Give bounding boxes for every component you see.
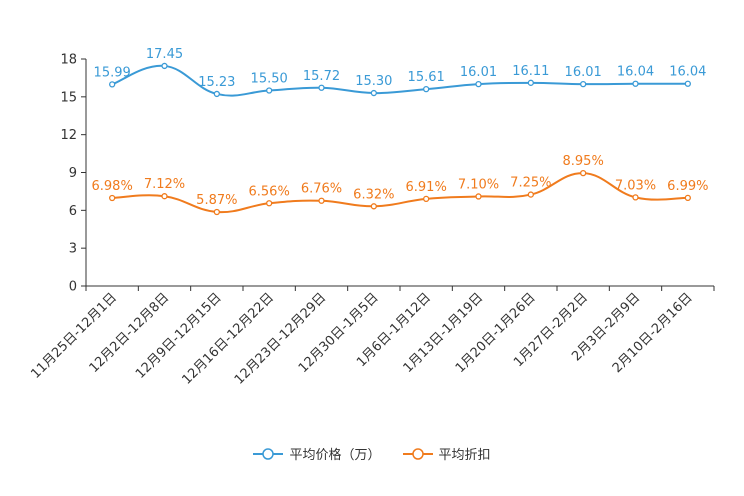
data-point bbox=[370, 89, 377, 97]
data-labels: 15.99 17.45 15.23 15.50 15.72 15.30 15.61 16.01… bbox=[92, 47, 709, 208]
data-point bbox=[423, 195, 430, 203]
data-point bbox=[632, 80, 639, 87]
data-point bbox=[684, 80, 691, 87]
y-tick-label: 9 bbox=[69, 166, 77, 181]
data-point bbox=[161, 193, 168, 200]
data-label: 6.56% bbox=[249, 184, 290, 199]
data-label: 15.61 bbox=[408, 70, 445, 85]
data-label: 15.99 bbox=[94, 65, 131, 80]
data-point bbox=[580, 169, 587, 177]
data-label: 16.01 bbox=[460, 65, 497, 80]
legend: 平均价格（万） 平均折扣 bbox=[0, 444, 744, 463]
data-label: 17.45 bbox=[146, 47, 183, 62]
data-label: 7.12% bbox=[144, 177, 185, 192]
data-label: 15.50 bbox=[251, 72, 288, 87]
y-tick-label: 18 bbox=[60, 53, 77, 68]
data-point bbox=[370, 203, 377, 210]
data-label: 7.10% bbox=[458, 177, 499, 192]
data-label: 6.32% bbox=[353, 187, 394, 202]
data-point bbox=[109, 194, 116, 202]
data-label: 6.99% bbox=[667, 179, 708, 194]
plot-area: 036912151811月25日-12月1日12月2日-12月8日12月9日-1… bbox=[28, 53, 715, 388]
data-label: 16.04 bbox=[669, 65, 706, 80]
data-point bbox=[161, 62, 168, 70]
y-tick-label: 6 bbox=[69, 204, 77, 219]
data-point bbox=[266, 87, 273, 94]
data-label: 16.01 bbox=[565, 65, 602, 80]
data-point bbox=[423, 85, 430, 93]
data-label: 16.11 bbox=[512, 64, 549, 79]
data-label: 8.95% bbox=[563, 154, 604, 169]
data-point bbox=[684, 194, 691, 201]
y-tick-label: 3 bbox=[69, 242, 77, 257]
legend-item-discount[interactable]: 平均折扣 bbox=[402, 444, 491, 463]
x-tick-label: 11月25日-12月1日 bbox=[28, 290, 120, 382]
series-layer bbox=[109, 62, 691, 216]
legend-line-marker-icon bbox=[402, 447, 433, 460]
data-point bbox=[475, 80, 482, 88]
data-label: 16.04 bbox=[617, 65, 654, 80]
series-line-1 bbox=[112, 172, 688, 214]
y-tick-label: 12 bbox=[60, 128, 77, 143]
legend-label-price: 平均价格（万） bbox=[289, 448, 381, 463]
line-chart: 036912151811月25日-12月1日12月2日-12月8日12月9日-1… bbox=[28, 47, 715, 388]
x-tick-label: 12月16日-12月22日 bbox=[180, 290, 277, 387]
data-point bbox=[318, 84, 325, 91]
data-label: 6.91% bbox=[406, 180, 447, 195]
data-label: 15.30 bbox=[355, 74, 392, 89]
legend-label-discount: 平均折扣 bbox=[438, 448, 491, 463]
data-label: 6.76% bbox=[301, 182, 342, 197]
data-label: 5.87% bbox=[196, 193, 237, 208]
data-point bbox=[213, 208, 220, 216]
data-point bbox=[213, 90, 220, 98]
data-point bbox=[527, 191, 534, 198]
data-point bbox=[109, 81, 116, 88]
data-label: 15.72 bbox=[303, 69, 340, 84]
data-label: 7.03% bbox=[615, 178, 656, 193]
data-label: 7.25% bbox=[510, 176, 551, 191]
data-label: 6.98% bbox=[92, 179, 133, 194]
y-tick-label: 0 bbox=[69, 280, 77, 295]
data-point bbox=[527, 79, 534, 86]
y-tick-label: 15 bbox=[60, 90, 77, 105]
data-point bbox=[318, 197, 325, 204]
data-point bbox=[632, 194, 639, 201]
data-label: 15.23 bbox=[198, 75, 235, 90]
legend-line-marker-icon bbox=[253, 447, 284, 460]
data-point bbox=[475, 193, 482, 200]
data-point bbox=[266, 200, 273, 207]
x-tick-label: 12月23日-12月29日 bbox=[232, 290, 329, 387]
data-point bbox=[580, 80, 587, 88]
legend-item-price[interactable]: 平均价格（万） bbox=[253, 444, 381, 463]
series-line-0 bbox=[111, 64, 688, 97]
